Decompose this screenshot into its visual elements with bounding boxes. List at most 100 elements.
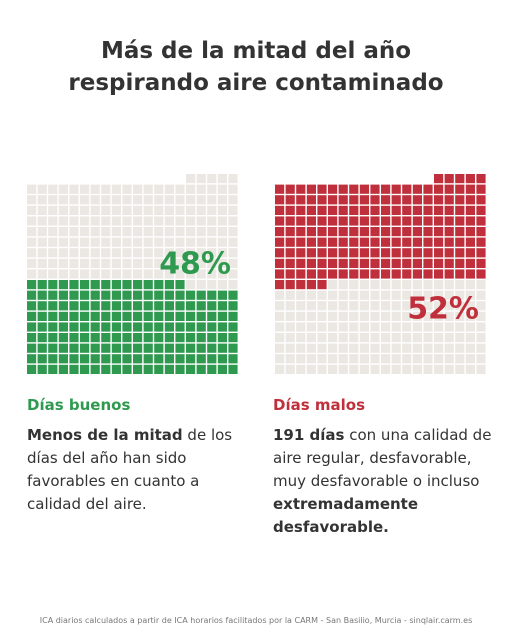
empty-cell — [90, 237, 100, 247]
empty-cell — [338, 333, 348, 343]
empty-cell — [423, 354, 433, 364]
filled-cell — [217, 354, 227, 364]
empty-cell — [381, 343, 391, 353]
empty-cell — [217, 280, 227, 290]
filled-cell — [275, 227, 285, 237]
empty-cell — [391, 364, 401, 374]
empty-cell — [186, 195, 196, 205]
filled-cell — [143, 290, 153, 300]
filled-cell — [111, 364, 121, 374]
filled-cell — [133, 333, 143, 343]
filled-cell — [207, 343, 217, 353]
filled-cell — [186, 290, 196, 300]
empty-cell — [455, 301, 465, 311]
empty-cell — [359, 333, 369, 343]
empty-cell — [228, 216, 238, 226]
filled-cell — [455, 248, 465, 258]
filled-cell — [48, 354, 58, 364]
filled-cell — [122, 311, 132, 321]
filled-cell — [122, 343, 132, 353]
empty-cell — [175, 227, 185, 237]
empty-cell — [391, 354, 401, 364]
filled-cell — [476, 227, 486, 237]
filled-cell — [133, 364, 143, 374]
empty-cell — [402, 311, 412, 321]
filled-cell — [412, 205, 422, 215]
filled-cell — [58, 354, 68, 364]
empty-cell — [196, 216, 206, 226]
empty-cell — [328, 333, 338, 343]
filled-cell — [175, 290, 185, 300]
empty-cell — [207, 205, 217, 215]
filled-cell — [133, 280, 143, 290]
filled-cell — [196, 322, 206, 332]
empty-cell — [423, 280, 433, 290]
filled-cell — [207, 354, 217, 364]
filled-cell — [143, 280, 153, 290]
filled-cell — [69, 301, 79, 311]
filled-cell — [164, 280, 174, 290]
empty-cell — [164, 184, 174, 194]
empty-cell — [391, 280, 401, 290]
empty-cell — [58, 216, 68, 226]
empty-cell — [275, 333, 285, 343]
filled-cell — [175, 364, 185, 374]
empty-cell — [164, 269, 174, 279]
filled-cell — [359, 227, 369, 237]
filled-cell — [465, 216, 475, 226]
filled-cell — [37, 354, 47, 364]
empty-cell — [391, 343, 401, 353]
filled-cell — [370, 195, 380, 205]
filled-cell — [328, 184, 338, 194]
filled-cell — [306, 269, 316, 279]
filled-cell — [37, 290, 47, 300]
filled-cell — [402, 269, 412, 279]
empty-cell — [37, 258, 47, 268]
value-label: 48% — [159, 247, 231, 282]
empty-cell — [402, 322, 412, 332]
filled-cell — [37, 364, 47, 374]
empty-cell — [111, 248, 121, 258]
empty-cell — [80, 205, 90, 215]
filled-cell — [285, 216, 295, 226]
filled-cell — [328, 237, 338, 247]
filled-cell — [412, 195, 422, 205]
empty-cell — [217, 195, 227, 205]
filled-cell — [285, 205, 295, 215]
empty-cell — [228, 174, 238, 184]
empty-cell — [154, 248, 164, 258]
empty-cell — [228, 205, 238, 215]
empty-cell — [228, 269, 238, 279]
empty-cell — [402, 364, 412, 374]
empty-cell — [370, 301, 380, 311]
filled-cell — [186, 301, 196, 311]
empty-cell — [37, 216, 47, 226]
filled-cell — [306, 195, 316, 205]
filled-cell — [423, 195, 433, 205]
filled-cell — [186, 354, 196, 364]
empty-cell — [186, 205, 196, 215]
filled-cell — [207, 322, 217, 332]
empty-cell — [69, 248, 79, 258]
empty-cell — [455, 280, 465, 290]
filled-cell — [465, 248, 475, 258]
empty-cell — [58, 248, 68, 258]
empty-cell — [186, 237, 196, 247]
empty-cell — [328, 301, 338, 311]
filled-cell — [275, 237, 285, 247]
filled-cell — [444, 248, 454, 258]
empty-cell — [285, 343, 295, 353]
filled-cell — [381, 248, 391, 258]
empty-cell — [296, 343, 306, 353]
filled-cell — [349, 195, 359, 205]
filled-cell — [296, 227, 306, 237]
empty-cell — [275, 343, 285, 353]
filled-cell — [207, 290, 217, 300]
empty-cell — [391, 311, 401, 321]
empty-cell — [186, 269, 196, 279]
filled-cell — [196, 290, 206, 300]
filled-cell — [444, 195, 454, 205]
filled-cell — [381, 205, 391, 215]
filled-cell — [402, 258, 412, 268]
